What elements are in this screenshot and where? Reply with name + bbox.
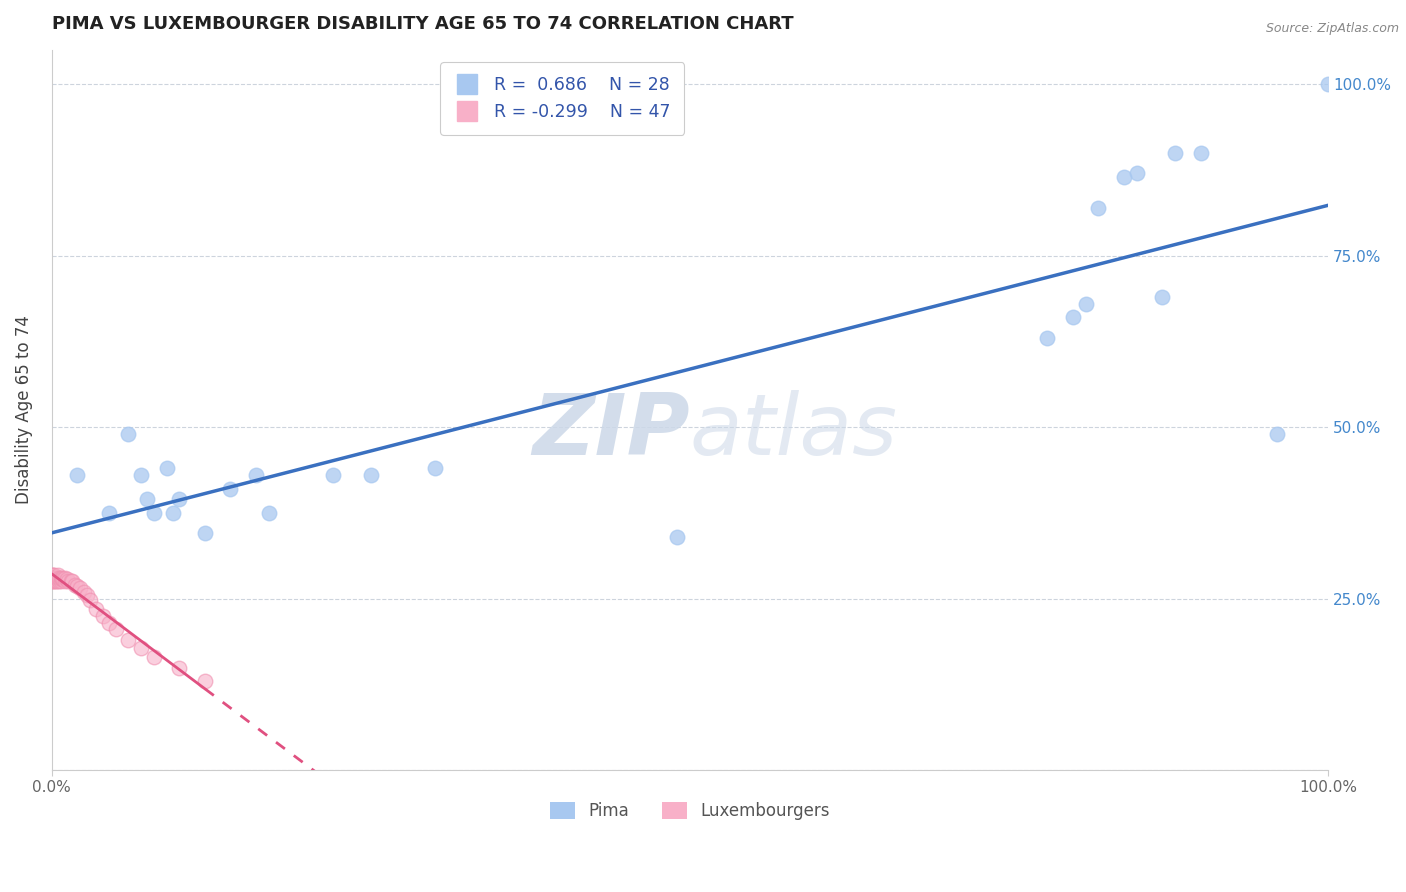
Point bbox=[129, 640, 152, 655]
Point bbox=[73, 584, 96, 599]
Point bbox=[51, 571, 73, 585]
Point bbox=[104, 623, 127, 637]
Point bbox=[1112, 169, 1135, 184]
Point bbox=[423, 461, 446, 475]
Point bbox=[45, 574, 67, 589]
Point bbox=[1087, 201, 1109, 215]
Point bbox=[42, 574, 65, 589]
Point bbox=[1317, 77, 1340, 91]
Point bbox=[59, 574, 82, 589]
Point bbox=[41, 574, 63, 589]
Point bbox=[48, 571, 70, 585]
Point bbox=[98, 506, 121, 520]
Point bbox=[45, 571, 67, 585]
Point bbox=[51, 572, 73, 586]
Point bbox=[322, 468, 344, 483]
Point bbox=[666, 530, 689, 544]
Point bbox=[53, 571, 76, 585]
Point bbox=[79, 593, 101, 607]
Point bbox=[44, 567, 66, 582]
Point bbox=[42, 567, 65, 582]
Point bbox=[1125, 166, 1147, 180]
Legend: Pima, Luxembourgers: Pima, Luxembourgers bbox=[543, 795, 837, 827]
Point bbox=[169, 492, 191, 507]
Point bbox=[129, 468, 152, 483]
Point bbox=[219, 482, 242, 496]
Point bbox=[1036, 331, 1059, 345]
Point bbox=[52, 572, 75, 586]
Point bbox=[98, 615, 121, 630]
Point bbox=[53, 574, 76, 589]
Point bbox=[142, 506, 165, 520]
Point bbox=[1189, 145, 1212, 160]
Point bbox=[41, 567, 63, 582]
Point bbox=[194, 526, 217, 541]
Point bbox=[86, 602, 108, 616]
Text: Source: ZipAtlas.com: Source: ZipAtlas.com bbox=[1265, 22, 1399, 36]
Point bbox=[1164, 145, 1187, 160]
Text: ZIP: ZIP bbox=[533, 390, 690, 473]
Point bbox=[169, 661, 191, 675]
Point bbox=[63, 578, 86, 592]
Point bbox=[360, 468, 382, 483]
Point bbox=[58, 574, 80, 589]
Point bbox=[49, 574, 72, 589]
Text: atlas: atlas bbox=[690, 390, 898, 473]
Point bbox=[1062, 310, 1084, 325]
Point bbox=[49, 571, 72, 585]
Point bbox=[46, 567, 69, 582]
Point bbox=[48, 574, 70, 589]
Point bbox=[91, 608, 114, 623]
Point bbox=[66, 579, 89, 593]
Point bbox=[60, 574, 83, 589]
Text: PIMA VS LUXEMBOURGER DISABILITY AGE 65 TO 74 CORRELATION CHART: PIMA VS LUXEMBOURGER DISABILITY AGE 65 T… bbox=[52, 15, 793, 33]
Point bbox=[69, 581, 91, 595]
Point bbox=[42, 571, 65, 585]
Y-axis label: Disability Age 65 to 74: Disability Age 65 to 74 bbox=[15, 316, 32, 504]
Point bbox=[45, 571, 67, 585]
Point bbox=[1265, 426, 1288, 441]
Point bbox=[56, 572, 79, 586]
Point bbox=[44, 574, 66, 589]
Point bbox=[76, 588, 98, 602]
Point bbox=[46, 571, 69, 585]
Point bbox=[46, 572, 69, 586]
Point bbox=[117, 632, 139, 647]
Point bbox=[156, 461, 179, 475]
Point bbox=[142, 649, 165, 664]
Point bbox=[162, 506, 184, 520]
Point bbox=[257, 506, 280, 520]
Point bbox=[245, 468, 267, 483]
Point bbox=[44, 571, 66, 585]
Point bbox=[1074, 296, 1097, 310]
Point bbox=[66, 468, 89, 483]
Point bbox=[136, 492, 159, 507]
Point bbox=[41, 571, 63, 585]
Point bbox=[194, 673, 217, 688]
Point bbox=[117, 426, 139, 441]
Point bbox=[41, 571, 63, 585]
Point bbox=[45, 574, 67, 589]
Point bbox=[42, 571, 65, 585]
Point bbox=[41, 571, 63, 585]
Point bbox=[1152, 290, 1174, 304]
